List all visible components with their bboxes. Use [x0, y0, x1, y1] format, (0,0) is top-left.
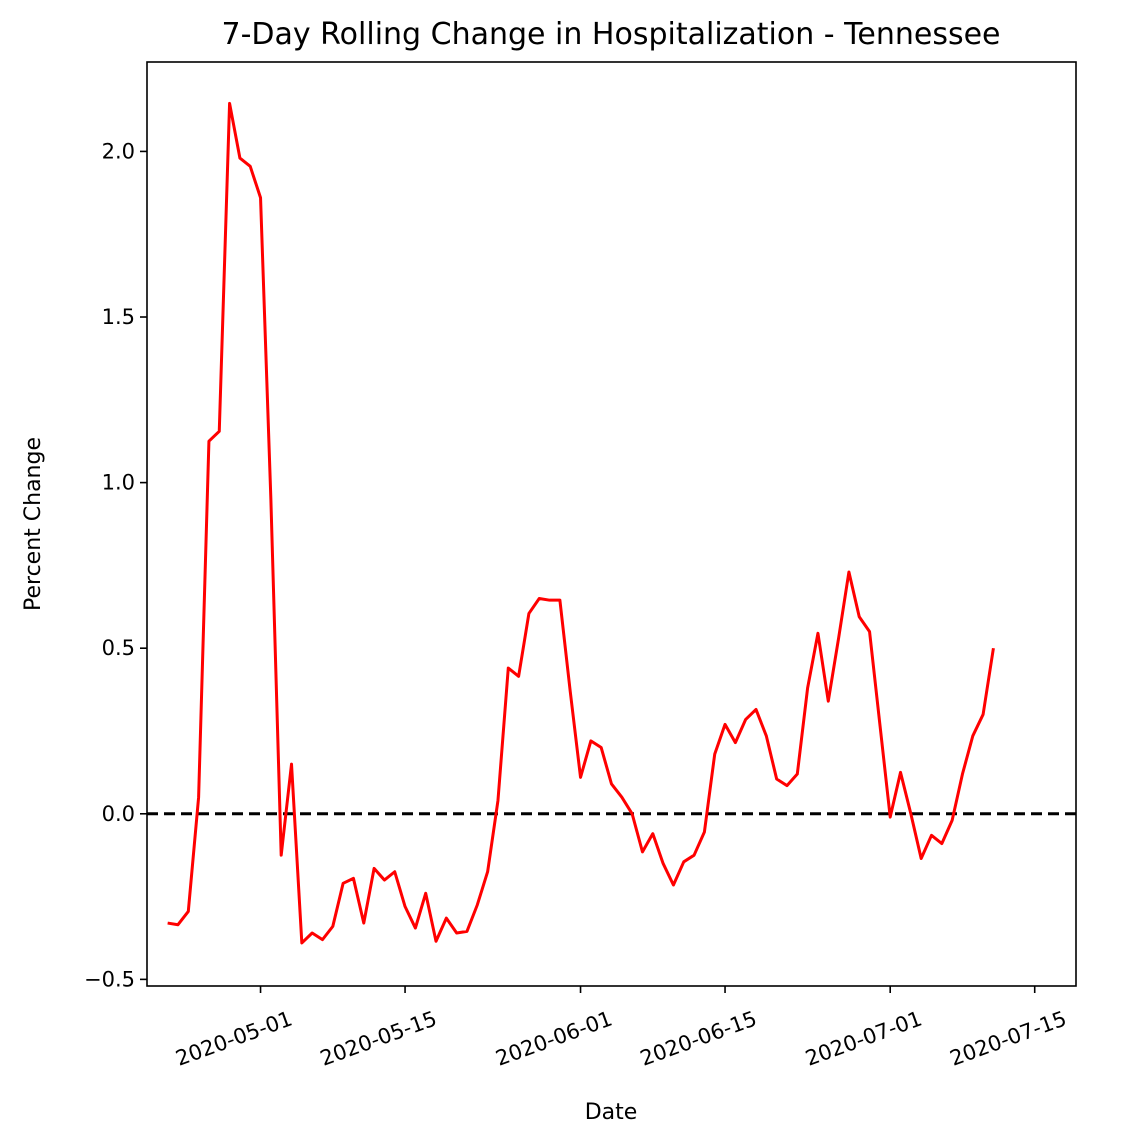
y-tick-label: 2.0	[102, 139, 135, 163]
x-tick-label: 2020-05-15	[317, 1006, 440, 1070]
y-tick-label: 0.0	[102, 802, 135, 826]
y-tick-label: −0.5	[84, 967, 135, 991]
y-tick-label: 0.5	[102, 636, 135, 660]
plot-frame	[146, 61, 1077, 987]
y-tick-label: 1.0	[102, 471, 135, 495]
x-tick-label: 2020-07-01	[802, 1006, 925, 1070]
y-tick-label: 1.5	[102, 305, 135, 329]
y-axis: −0.5 0.0 0.5 1.0 1.5 2.0	[84, 139, 147, 991]
x-axis: 2020-05-01 2020-05-15 2020-06-01 2020-06-15…	[173, 986, 1070, 1071]
x-axis-label: Date	[585, 1100, 638, 1125]
chart-title: 7-Day Rolling Change in Hospitalization …	[222, 17, 1001, 52]
x-tick-label: 2020-06-01	[493, 1006, 616, 1070]
x-tick-label: 2020-06-15	[637, 1006, 760, 1070]
x-tick-label: 2020-07-15	[947, 1006, 1070, 1070]
y-axis-label: Percent Change	[21, 437, 46, 611]
series-line-1	[167, 101, 995, 945]
x-tick-label: 2020-05-01	[173, 1006, 296, 1070]
plot-area	[147, 101, 1076, 945]
